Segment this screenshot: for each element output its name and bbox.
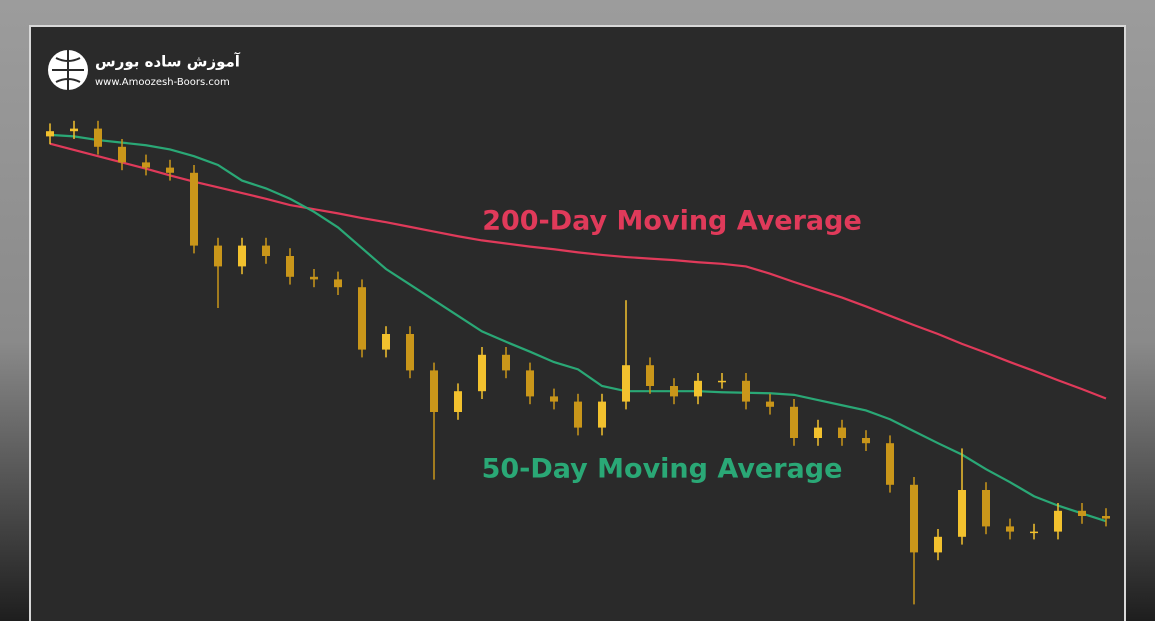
candle-body: [190, 172, 198, 246]
candle-body: [718, 380, 726, 383]
candle-body: [1078, 510, 1086, 516]
candle-body: [814, 427, 822, 438]
chart-panel: [29, 25, 1126, 621]
candle-body: [646, 365, 654, 386]
candle-body: [838, 427, 846, 438]
candle-body: [1102, 516, 1110, 519]
logo-title: آموزش ساده بورس: [95, 53, 241, 71]
candle-body: [622, 365, 630, 402]
candle-body: [118, 146, 126, 163]
candle-body: [334, 279, 342, 288]
candle-body: [94, 128, 102, 147]
candle-body: [142, 162, 150, 168]
candle-body: [1006, 526, 1014, 532]
candle-body: [598, 401, 606, 428]
candle-body: [46, 131, 54, 137]
plot: [46, 120, 1110, 605]
candle-body: [910, 484, 918, 553]
candle-body: [454, 391, 462, 412]
candle-body: [574, 401, 582, 428]
candle-body: [742, 380, 750, 402]
candle-body: [670, 386, 678, 397]
candle-body: [478, 354, 486, 392]
logo: آموزش ساده بورس www.Amoozesh-Boors.com: [48, 50, 241, 90]
moving-average-line: [49, 133, 1107, 523]
candle-body: [310, 276, 318, 280]
candle-body: [166, 167, 174, 173]
candle-body: [430, 370, 438, 412]
candle-body: [214, 245, 222, 267]
candle-body: [1030, 531, 1038, 534]
candle-body: [550, 396, 558, 402]
moving-average-line: [49, 142, 1107, 400]
candle-body: [358, 287, 366, 350]
candle-body: [958, 490, 966, 537]
candle-body: [790, 406, 798, 438]
candle-body: [982, 490, 990, 527]
candle-body: [1054, 510, 1062, 532]
candle-body: [934, 536, 942, 553]
logo-globe: [52, 50, 84, 90]
candle-body: [502, 354, 510, 371]
candle-body: [286, 256, 294, 277]
candle-body: [262, 245, 270, 256]
candle-body: [862, 438, 870, 444]
candle-body: [766, 401, 774, 407]
candle-body: [406, 334, 414, 371]
candle-body: [526, 370, 534, 397]
annotation-200: 200-Day Moving Average: [482, 206, 862, 237]
candle-body: [694, 380, 702, 397]
candle-body: [70, 128, 78, 132]
candle-body: [238, 245, 246, 267]
candle-body: [886, 443, 894, 485]
candle-body: [382, 334, 390, 350]
annotation-50: 50-Day Moving Average: [482, 454, 843, 485]
logo-url: www.Amoozesh-Boors.com: [95, 77, 230, 88]
